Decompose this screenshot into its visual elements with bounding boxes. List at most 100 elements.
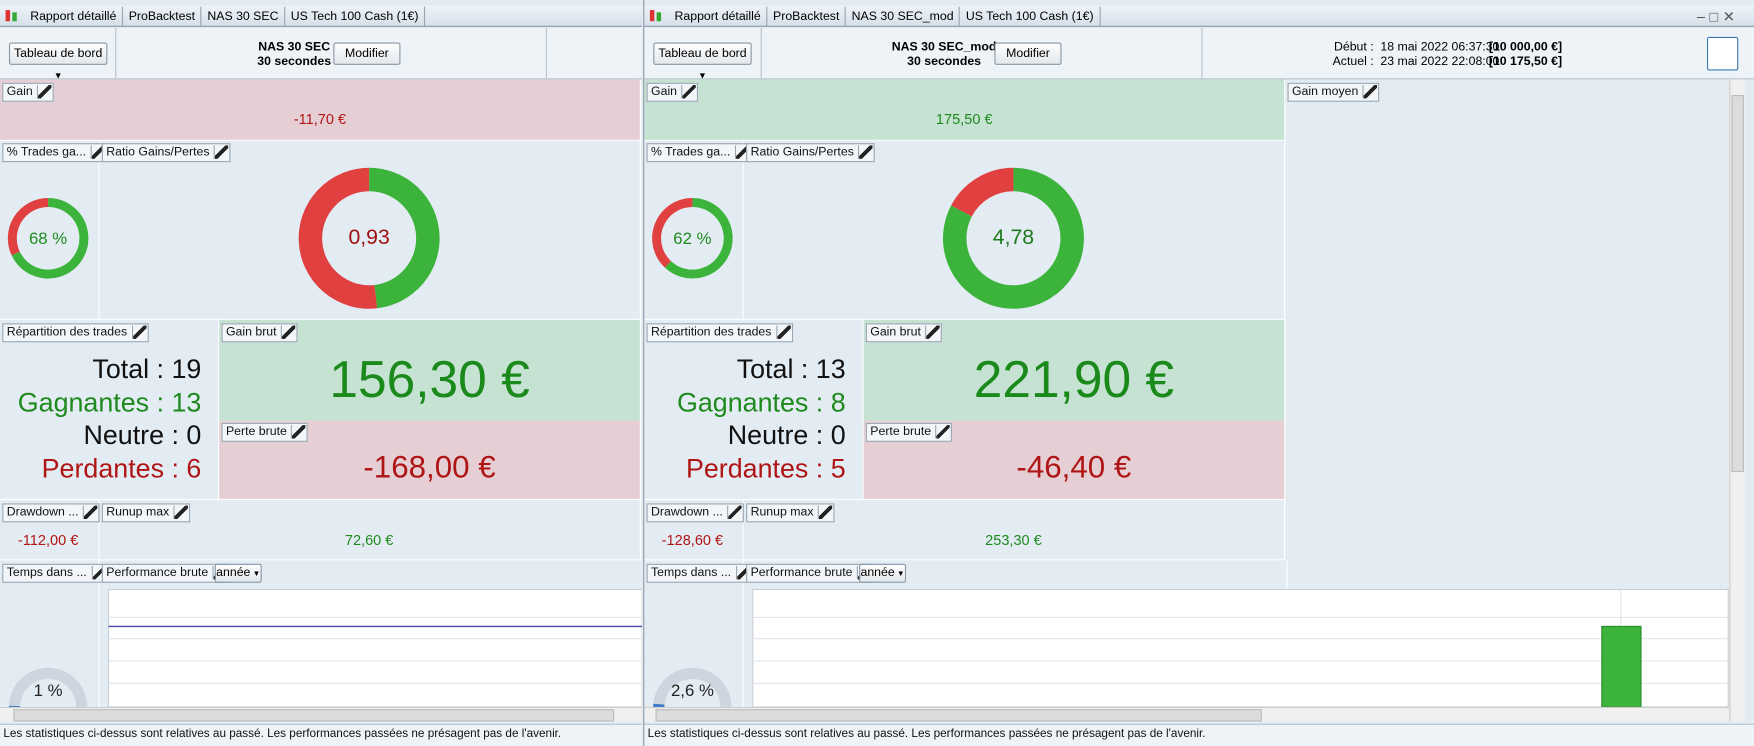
app-icon [649, 10, 655, 22]
chart-area [107, 588, 643, 708]
charts [652, 167, 1729, 708]
divider [545, 27, 547, 79]
widget-title: Temps dans ... [2, 563, 108, 583]
tab: US Tech 100 Cash (1€) [960, 6, 1101, 27]
distribution-row: Perdantes : 6 [41, 453, 202, 484]
gain-arc [943, 167, 1084, 309]
report-panel: Rapport détaillé ProBacktest NAS 30 SEC_mo… [643, 0, 1754, 746]
cell [0, 560, 100, 709]
divider [1201, 27, 1203, 79]
loss-arc [951, 167, 1015, 217]
dropdown-arrow: ▼ [53, 70, 63, 81]
timeframe: 30 secondes [907, 54, 982, 69]
widget-title: Gain [646, 82, 699, 102]
widget-title: Gain brut [221, 323, 298, 343]
dropdown-label: Tableau de bord [14, 46, 103, 61]
dashboard-dropdown[interactable]: Tableau de bord ▼ [8, 42, 108, 81]
widget-title: Perte brute [221, 422, 309, 442]
widget-title: Runup max [746, 503, 835, 523]
distribution-row: Neutre : 0 [727, 420, 846, 451]
gross-loss-value: -46,40 € [1016, 449, 1132, 485]
tab: ProBacktest [123, 6, 202, 27]
drawdown-value: -112,00 € [17, 531, 79, 549]
tab: Rapport détaillé [25, 6, 124, 27]
win-arc [664, 197, 733, 279]
gross-gain-value: 156,30 € [329, 350, 530, 409]
gauge-track [8, 667, 88, 708]
tab: US Tech 100 Cash (1€) [285, 6, 426, 27]
cell [644, 319, 864, 501]
widget-title: Temps dans ... [646, 563, 753, 583]
report-panel: Rapport détaillé ProBacktest NAS 30 SEC US … [0, 0, 643, 746]
gain-cell [0, 79, 641, 141]
divider [760, 27, 762, 79]
app-icon [5, 10, 11, 22]
h-scroll-thumb [655, 709, 1262, 722]
ratio-value: 4,78 [992, 225, 1035, 250]
disclaimer: Les statistiques ci-dessus sont relative… [3, 727, 562, 741]
loss-arc [652, 197, 693, 268]
widget-title: Runup max [101, 503, 191, 523]
tab: ProBacktest [767, 6, 847, 27]
toolbar [644, 27, 1754, 80]
cell [0, 319, 220, 501]
widget-title: % Trades ga... [2, 143, 108, 163]
distribution-row: Total : 13 [736, 354, 846, 385]
capital: [10 000,00 €] [1488, 40, 1563, 54]
ratio-value: 0,93 [348, 225, 390, 250]
distribution-row: Neutre : 0 [83, 420, 202, 451]
runup-value: 72,60 € [344, 531, 394, 549]
charts [7, 167, 643, 708]
timeframe: 30 secondes [257, 54, 332, 69]
v-scroll-thumb [1731, 95, 1744, 473]
period: année [216, 566, 251, 580]
distribution-row: Total : 19 [92, 354, 202, 385]
widget-title: Ratio Gains/Pertes [746, 143, 876, 163]
gain-arc [368, 167, 440, 309]
gross-gain-value: 221,90 € [973, 350, 1175, 409]
gain-value: -11,70 € [293, 110, 347, 128]
period-dropdown[interactable]: année ▼ [859, 563, 907, 583]
tab-bar: Rapport détaillé ProBacktest NAS 30 SEC_mo… [644, 5, 1754, 27]
strategy-title: NAS 30 SEC [258, 40, 331, 54]
loss-arc [298, 167, 378, 309]
app-icon [656, 12, 662, 22]
gain-value: 175,50 € [935, 110, 993, 128]
dropdown-arrow: ▼ [894, 570, 905, 579]
widget-title: Répartition des trades [2, 323, 149, 343]
date-label: Début : [1333, 40, 1374, 54]
widget-title: Ratio Gains/Pertes [101, 143, 231, 163]
divider [115, 27, 117, 79]
period-dropdown[interactable]: année ▼ [214, 563, 262, 583]
report-icon [1706, 36, 1739, 71]
drawdown-value: -128,60 € [661, 531, 724, 549]
modify-button[interactable]: Modifier [994, 42, 1062, 65]
loss-arc [7, 197, 49, 256]
tab-bar: Rapport détaillé ProBacktest NAS 30 SEC US … [0, 5, 643, 27]
chart-area [752, 588, 1729, 708]
widget-title: Perte brute [865, 422, 953, 442]
app-icon [12, 12, 17, 22]
window-controls: –□✕ [1696, 7, 1740, 25]
widget-title: Performance brute [746, 563, 874, 583]
win-rate-label: 68 % [28, 229, 68, 249]
period: année [860, 566, 895, 580]
time-in-market-value: 2,6 % [670, 681, 714, 701]
win-arc [11, 197, 89, 279]
date: 23 mai 2022 22:08:00 [1380, 54, 1500, 69]
time-in-market-value: 1 % [33, 681, 63, 701]
modify-button[interactable]: Modifier [333, 42, 401, 65]
distribution-row: Perdantes : 5 [685, 453, 846, 484]
widget-title: Gain moyen [1287, 82, 1380, 102]
footer-bar [0, 723, 643, 746]
date: 18 mai 2022 06:37:30 [1380, 40, 1500, 54]
cell [644, 560, 744, 709]
runup-value: 253,30 € [985, 531, 1042, 549]
gain-cell [644, 79, 1286, 141]
widget-title: Drawdown ... [2, 503, 100, 523]
dashboard-dropdown[interactable]: Tableau de bord ▼ [653, 42, 752, 81]
tab: NAS 30 SEC_mod [846, 6, 961, 27]
dropdown-arrow: ▼ [698, 70, 707, 81]
